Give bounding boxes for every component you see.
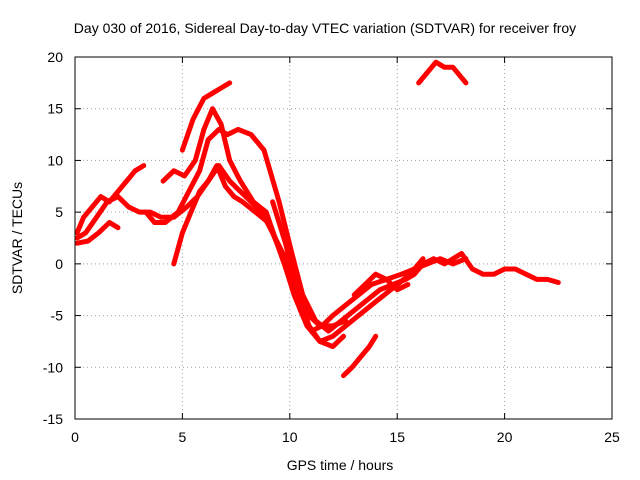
data-series [74,59,561,379]
y-tick-label: -5 [51,308,64,324]
y-axis: -15 -10 -5 0 5 10 15 20 [43,49,612,427]
x-tick-label: 15 [389,429,405,445]
x-tick-label: 0 [71,429,79,445]
series-line-track-6 [171,163,426,344]
y-tick-label: 10 [47,152,63,168]
series-line-track-4 [143,126,561,334]
plot-frame [74,56,613,420]
y-tick-label: 5 [55,204,63,220]
y-axis-title: SDTVAR / TECUs [9,182,25,294]
y-tick-label: -10 [43,359,63,375]
y-tick-label: 0 [55,256,63,272]
x-tick-label: 5 [179,429,187,445]
y-tick-label: -15 [43,411,63,427]
chart-title: Day 030 of 2016, Sidereal Day-to-day VTE… [74,20,576,36]
series-line-track-3 [74,220,121,246]
x-axis-title: GPS time / hours [287,457,394,473]
series-line-track-9 [341,333,379,379]
series-line-track-11 [416,59,469,86]
y-tick-label: 20 [47,49,63,65]
x-tick-label: 20 [497,429,513,445]
series-line-track-8 [270,199,346,350]
series-line-track-10 [351,271,411,298]
series-line-track-7 [179,80,233,153]
x-tick-label: 10 [282,429,298,445]
x-axis: 0 5 10 15 20 25 [71,57,620,445]
x-tick-label: 25 [604,429,620,445]
y-tick-label: 15 [47,101,63,117]
